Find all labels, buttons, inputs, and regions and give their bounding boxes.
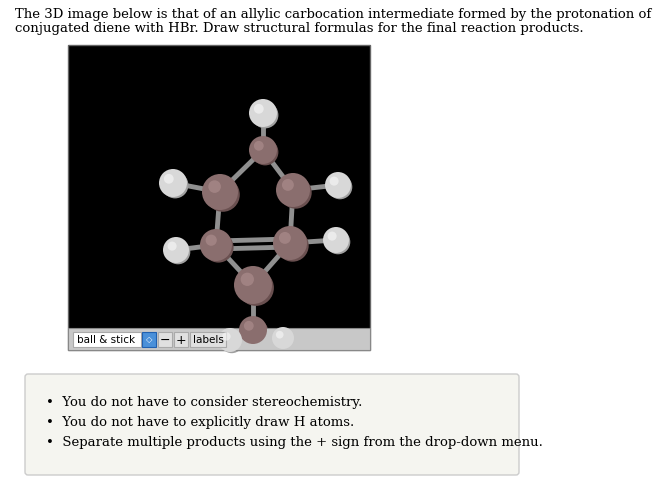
Circle shape [325,230,350,255]
Circle shape [242,319,268,346]
Circle shape [276,230,309,262]
Text: •  You do not have to consider stereochemistry.: • You do not have to consider stereochem… [46,395,362,408]
Circle shape [218,328,242,352]
Circle shape [282,180,294,192]
Circle shape [205,235,216,246]
Circle shape [329,177,338,186]
Text: •  Separate multiple products using the + sign from the drop-down menu.: • Separate multiple products using the +… [46,435,543,448]
Circle shape [222,333,231,341]
Circle shape [276,174,310,207]
Circle shape [200,229,232,262]
Circle shape [279,232,291,244]
Circle shape [234,266,272,304]
Circle shape [220,331,243,353]
Text: +: + [176,333,186,346]
Bar [73,332,141,347]
Text: ball & stick: ball & stick [77,334,135,344]
Bar [158,332,172,347]
Circle shape [202,175,238,211]
FancyBboxPatch shape [25,374,519,475]
Circle shape [159,169,187,198]
Bar [142,332,156,347]
Circle shape [249,100,277,128]
Circle shape [272,327,294,349]
Circle shape [252,140,278,166]
Circle shape [205,178,240,212]
Circle shape [249,137,277,165]
Circle shape [239,316,267,344]
Circle shape [203,233,234,263]
Circle shape [325,173,351,199]
Circle shape [252,103,278,129]
Circle shape [273,227,307,261]
Circle shape [237,270,274,306]
Bar [68,46,370,350]
Circle shape [323,228,349,253]
Text: The 3D image below is that of an allylic carbocation intermediate formed by the : The 3D image below is that of an allylic… [15,8,656,21]
Text: •  You do not have to explicitly draw H atoms.: • You do not have to explicitly draw H a… [46,415,354,428]
Bar [190,332,226,347]
Circle shape [254,142,264,151]
Text: ◇: ◇ [146,335,152,344]
Circle shape [327,232,337,241]
Bar [68,328,370,350]
Circle shape [164,175,174,184]
Circle shape [327,175,352,200]
Text: −: − [160,333,171,346]
Circle shape [279,177,312,209]
Circle shape [276,331,283,339]
Circle shape [165,240,190,265]
Circle shape [163,238,189,264]
Bar [174,332,188,347]
Circle shape [162,172,188,199]
Circle shape [241,273,254,287]
Circle shape [167,242,176,251]
Text: conjugated diene with HBr. Draw structural formulas for the final reaction produ: conjugated diene with HBr. Draw structur… [15,22,584,35]
Circle shape [254,105,264,114]
Circle shape [244,321,254,331]
Circle shape [209,181,221,193]
Text: labels: labels [193,334,224,344]
Circle shape [274,329,295,350]
